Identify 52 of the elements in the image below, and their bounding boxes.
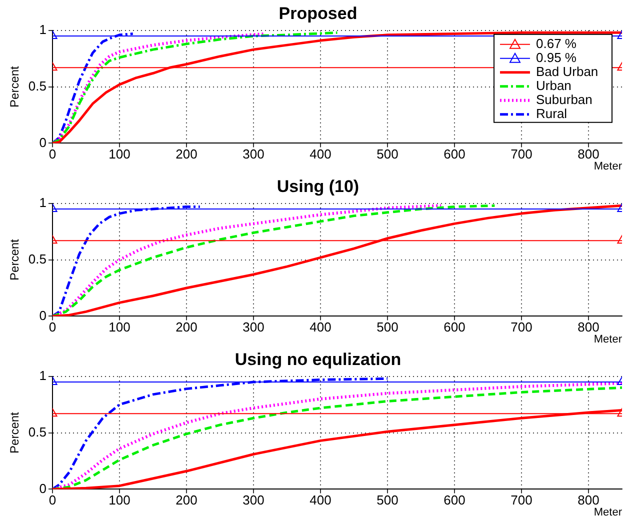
chart-title: Proposed <box>278 4 358 23</box>
x-axis-title: Meter <box>594 160 622 172</box>
x-tick-label: 600 <box>444 492 466 508</box>
x-tick-label: 100 <box>108 492 130 508</box>
x-tick-label: 500 <box>376 146 398 162</box>
x-tick-label: 800 <box>578 320 600 335</box>
x-axis-title: Meter <box>594 506 622 518</box>
line-series <box>52 31 338 144</box>
x-tick-label: 400 <box>310 146 332 162</box>
x-tick-label: 200 <box>176 320 198 335</box>
y-tick-label: 1 <box>39 22 46 37</box>
x-tick-label: 300 <box>242 492 264 508</box>
y-tick-label: 0 <box>39 480 46 496</box>
y-axis-title: Percent <box>8 411 22 454</box>
y-tick-label: 1 <box>39 194 46 210</box>
y-tick-label: 0 <box>39 134 46 150</box>
x-tick-label: 500 <box>376 492 398 508</box>
x-axis-title: Meter <box>594 333 622 346</box>
x-tick-label: 100 <box>108 320 130 335</box>
y-axis-title: Percent <box>8 238 22 280</box>
x-tick-label: 200 <box>176 492 198 508</box>
y-tick-label: 0.5 <box>28 78 46 94</box>
y-axis-title: Percent <box>8 65 22 108</box>
chart-title: Using (10) <box>276 176 360 196</box>
y-tick-label: 1 <box>39 368 46 383</box>
x-tick-label: 300 <box>242 320 264 335</box>
chart-title: Using no equlization <box>234 350 402 369</box>
legend-label: Rural <box>536 106 568 121</box>
legend-label: Suburban <box>536 92 592 107</box>
legend-label: Urban <box>536 78 572 93</box>
y-tick-label: 0.5 <box>28 251 46 266</box>
legend-label: Bad Urban <box>536 64 598 79</box>
x-tick-label: 500 <box>376 320 398 335</box>
x-tick-label: 700 <box>510 492 532 508</box>
y-tick-label: 0 <box>39 308 46 323</box>
x-tick-label: 0 <box>48 492 56 508</box>
x-tick-label: 800 <box>578 146 600 162</box>
x-tick-label: 0 <box>48 320 56 335</box>
x-tick-label: 0 <box>48 146 56 162</box>
x-tick-label: 600 <box>444 146 466 162</box>
x-tick-label: 400 <box>310 320 332 335</box>
x-tick-label: 100 <box>108 146 130 162</box>
legend-label: 0.67 % <box>536 36 577 51</box>
x-tick-label: 200 <box>176 146 198 162</box>
x-tick-label: 700 <box>510 320 532 335</box>
x-tick-label: 600 <box>444 320 466 335</box>
x-tick-label: 400 <box>310 492 332 508</box>
x-tick-label: 800 <box>578 492 600 508</box>
x-tick-label: 300 <box>242 146 264 162</box>
y-tick-label: 0.5 <box>28 424 46 440</box>
legend-label: 0.95 % <box>536 50 577 65</box>
x-tick-label: 700 <box>510 146 532 162</box>
